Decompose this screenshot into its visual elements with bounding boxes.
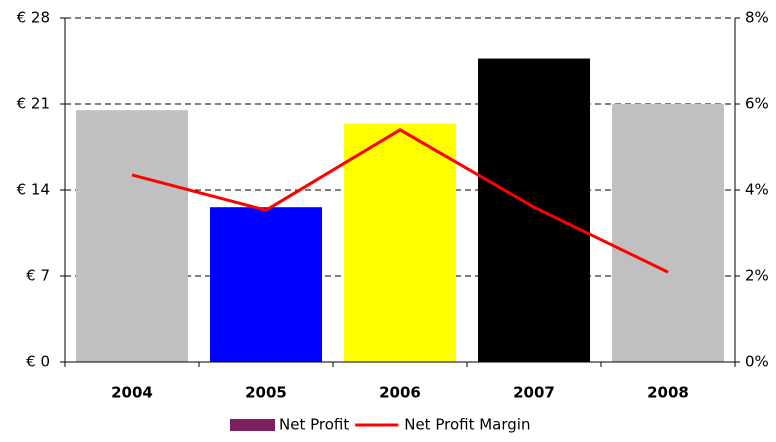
legend-label: Net Profit [279,416,349,434]
y-tick-label: € 0 [26,353,50,371]
legend-label: Net Profit Margin [404,416,530,434]
y-tick-label: € 28 [17,9,50,27]
bar [478,58,590,363]
x-tick-label: 2005 [245,384,287,402]
bar [344,123,456,363]
line [131,128,669,274]
bar [76,110,188,363]
x-tick-label: 2006 [379,384,421,402]
y2-tick-label: 2% [745,267,769,285]
y-tick-label: € 7 [26,267,50,285]
y-tick-label: € 21 [17,95,50,113]
bar [612,104,724,362]
y2-tick-label: 8% [745,9,769,27]
y-tick-label: € 14 [17,181,50,199]
y2-tick-label: 6% [745,95,769,113]
x-tick-label: 2008 [647,384,689,402]
x-tick-label: 2004 [111,384,153,402]
y2-tick-label: 0% [745,353,769,371]
x-tick-label: 2007 [513,384,555,402]
y2-tick-label: 4% [745,181,769,199]
bar [210,207,322,362]
legend-swatch [230,419,275,431]
